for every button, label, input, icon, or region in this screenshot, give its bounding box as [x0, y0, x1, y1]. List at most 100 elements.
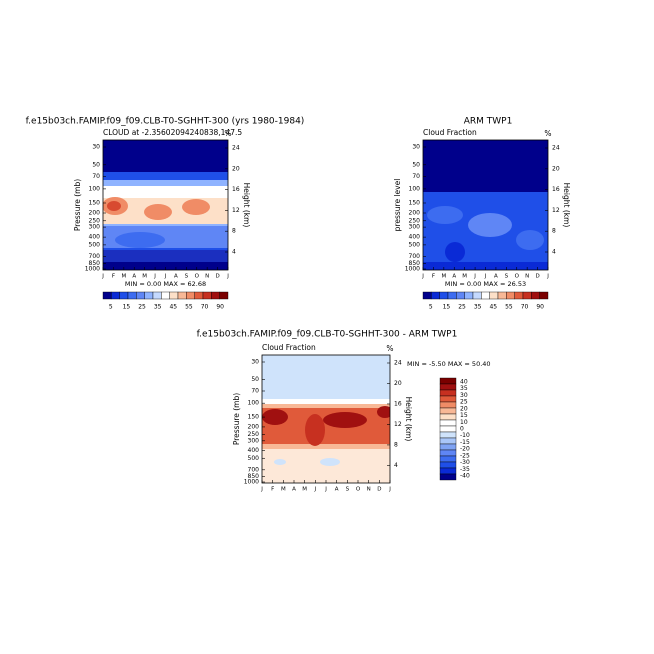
colorbar-box	[102, 291, 112, 300]
colorbar-box	[539, 291, 549, 300]
colorbar-box	[489, 291, 499, 300]
colorbar-box	[136, 291, 145, 300]
annotations: f.e15b03ch.FAMIP.f09_f09.CLB-T0-SGHHT-30…	[26, 117, 571, 493]
colorbar-label: 55	[185, 304, 193, 311]
y-tick-label: 70	[412, 173, 420, 180]
colorbar-label: 25	[458, 304, 466, 311]
x-tick-label: J	[153, 274, 156, 280]
colorbar-label: -30	[460, 459, 470, 466]
x-tick-label: A	[292, 487, 296, 493]
y-tick-label: 500	[248, 455, 260, 462]
y2-axis-label: Height (km)	[404, 397, 413, 442]
y2-tick-label: 24	[552, 145, 560, 152]
colorbar-box	[439, 461, 457, 469]
y-axis-label: pressure level	[393, 179, 402, 232]
y2-tick-label: 4	[552, 249, 556, 256]
x-tick-label: M	[462, 274, 467, 280]
stats: MIN = 0.00 MAX = 26.53	[445, 280, 526, 288]
colorbar-label: -20	[460, 446, 470, 453]
panel-subtitle: Cloud Fraction	[262, 343, 316, 352]
colorbar-box	[439, 413, 457, 421]
y-tick-label: 250	[409, 217, 421, 224]
colorbar-label: -40	[460, 473, 470, 480]
y2-tick-label: 8	[232, 228, 236, 235]
x-tick-label: O	[515, 274, 520, 280]
colorbar-box	[439, 401, 457, 409]
x-tick-label: J	[314, 487, 317, 493]
x-tick-label: S	[185, 274, 189, 280]
colorbar-label: 35	[154, 304, 162, 311]
colorbar-label: 15	[123, 304, 131, 311]
x-tick-label: J	[226, 274, 229, 280]
colorbar-label: 5	[109, 304, 113, 311]
y2-tick-label: 20	[552, 165, 560, 172]
panel-subtitle: CLOUD at -2.35602094240838,147.5	[103, 128, 242, 137]
panel-title: ARM TWP1	[464, 117, 513, 127]
y2-tick-label: 8	[394, 441, 398, 448]
y-axis-label: Pressure (mb)	[73, 179, 82, 231]
colorbar-label: -15	[460, 439, 470, 446]
colorbar-label: 25	[460, 399, 468, 406]
x-tick-label: M	[302, 487, 307, 493]
colorbar-label: -35	[460, 466, 470, 473]
y-tick-label: 200	[248, 423, 260, 430]
colorbar-label: 25	[138, 304, 146, 311]
colorbar-box	[439, 377, 457, 385]
colorbar-box	[431, 291, 440, 300]
y2-tick-label: 24	[232, 145, 240, 152]
y-tick-label: 100	[248, 400, 260, 407]
units: %	[224, 129, 231, 138]
x-tick-label: F	[432, 274, 435, 280]
colorbar-label: 90	[216, 304, 224, 311]
y-tick-label: 850	[409, 260, 421, 267]
colorbar-box	[506, 291, 515, 300]
colorbar-label: 15	[443, 304, 451, 311]
y2-tick-label: 12	[232, 207, 240, 214]
y-tick-label: 150	[248, 414, 260, 421]
colorbar-label: 5	[429, 304, 433, 311]
colorbar-box	[464, 291, 474, 300]
y2-tick-label: 20	[394, 380, 402, 387]
colorbar-box	[439, 455, 457, 463]
y2-tick-label: 16	[232, 186, 240, 193]
x-tick-label: J	[260, 487, 263, 493]
colorbar-label: 45	[169, 304, 177, 311]
y-tick-label: 100	[409, 185, 421, 192]
x-tick-label: J	[101, 274, 104, 280]
x-tick-label: A	[452, 274, 456, 280]
y2-axis-label: Height (km)	[242, 183, 251, 228]
y2-tick-label: 24	[394, 360, 402, 367]
colorbar-label: 70	[201, 304, 209, 311]
x-tick-label: J	[421, 274, 424, 280]
colorbar-label: 90	[536, 304, 544, 311]
y-tick-label: 150	[409, 199, 421, 206]
colorbar-box	[456, 291, 465, 300]
colorbar-box	[161, 291, 170, 300]
y2-tick-label: 16	[552, 186, 560, 193]
contour-field	[262, 355, 390, 483]
y-tick-label: 400	[89, 234, 101, 241]
y-tick-label: 100	[89, 185, 101, 192]
y2-axis-label: Height (km)	[562, 183, 571, 228]
y-tick-label: 200	[89, 210, 101, 217]
y2-tick-label: 4	[394, 462, 398, 469]
x-tick-label: A	[494, 274, 498, 280]
x-tick-label: M	[281, 487, 286, 493]
contour-field	[103, 140, 228, 270]
y-tick-label: 50	[251, 376, 259, 383]
colorbar-box	[439, 291, 449, 300]
x-tick-label: S	[346, 487, 350, 493]
y-tick-label: 850	[248, 473, 260, 480]
y-tick-label: 850	[89, 260, 101, 267]
colorbar-box	[439, 407, 457, 415]
colorbar-box	[211, 291, 220, 300]
colorbar-box	[219, 291, 229, 300]
panel-title: f.e15b03ch.FAMIP.f09_f09.CLB-T0-SGHHT-30…	[197, 330, 458, 340]
y-tick-label: 250	[89, 217, 101, 224]
x-tick-label: J	[324, 487, 327, 493]
colorbar-label: 35	[474, 304, 482, 311]
colorbar-box	[439, 419, 457, 427]
x-tick-label: J	[164, 274, 167, 280]
units: %	[544, 129, 551, 138]
colorbar-box	[439, 425, 457, 433]
